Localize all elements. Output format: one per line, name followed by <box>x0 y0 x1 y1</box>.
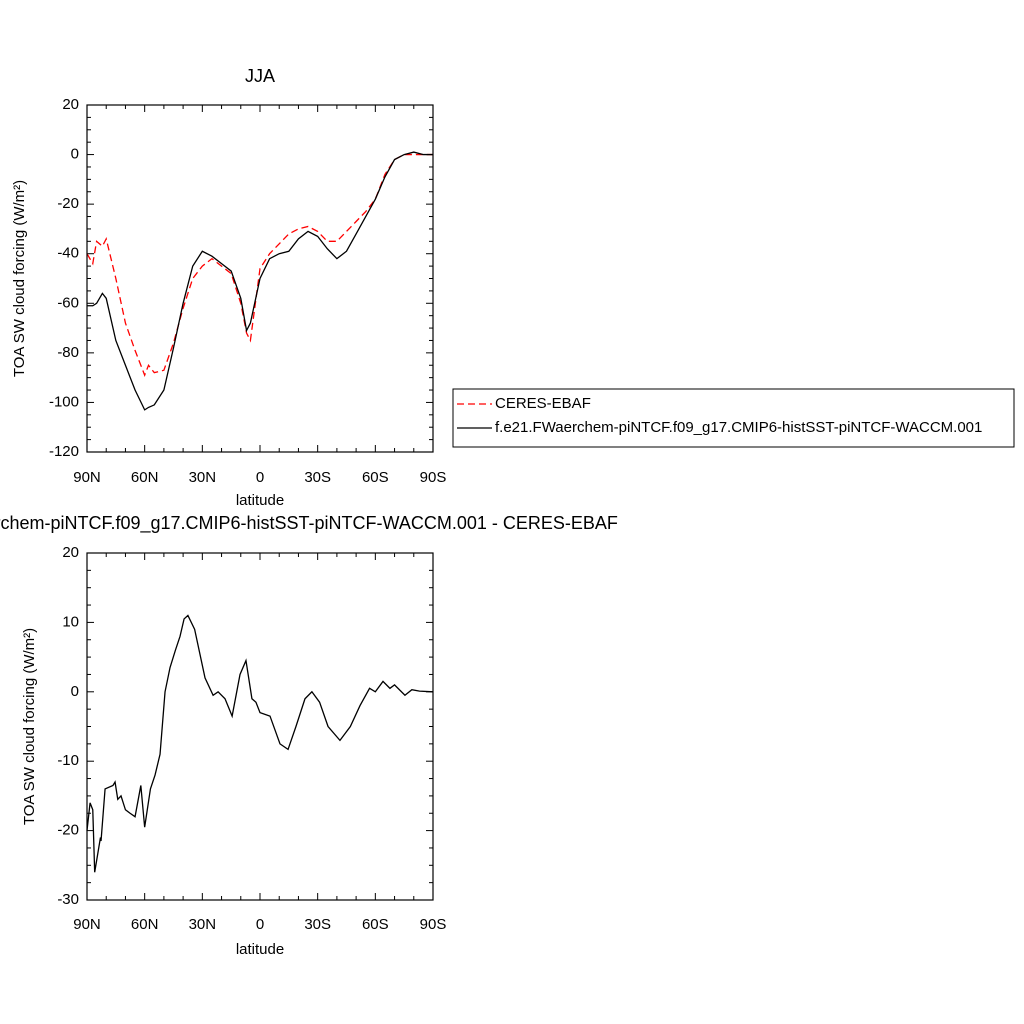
series-line <box>86 153 433 377</box>
x-tick-label: 90N <box>73 469 101 486</box>
y-tick-label: -100 <box>49 393 79 410</box>
x-tick-label: 30N <box>189 916 217 933</box>
x-tick-label: 60N <box>131 916 159 933</box>
y-tick-label: 0 <box>71 146 79 163</box>
x-tick-label: 90S <box>420 469 447 486</box>
x-tick-label: 30S <box>304 469 331 486</box>
legend-label: f.e21.FWaerchem-piNTCF.f09_g17.CMIP6-his… <box>495 419 982 436</box>
y-tick-label: -40 <box>57 245 79 262</box>
y-tick-label: -30 <box>57 891 79 908</box>
y-tick-label: -80 <box>57 344 79 361</box>
chart-title: JJA <box>245 66 275 86</box>
y-tick-label: -60 <box>57 294 79 311</box>
x-tick-label: 30N <box>189 469 217 486</box>
x-tick-label: 30S <box>304 916 331 933</box>
x-tick-label: 90N <box>73 916 101 933</box>
x-tick-label: 60S <box>362 916 389 933</box>
legend-box <box>452 388 1015 448</box>
y-tick-label: 10 <box>62 613 79 630</box>
x-tick-label: 60N <box>131 469 159 486</box>
y-tick-label: -10 <box>57 752 79 769</box>
y-tick-label: -20 <box>57 195 79 212</box>
y-axis-label: TOA SW cloud forcing (W/m²) <box>21 628 38 825</box>
series-line <box>87 151 433 411</box>
legend-label: CERES-EBAF <box>495 395 591 412</box>
y-tick-label: 0 <box>71 683 79 700</box>
y-tick-label: 20 <box>62 544 79 561</box>
series-line <box>86 614 434 873</box>
y-tick-label: 20 <box>62 96 79 113</box>
plot-frame <box>86 104 434 453</box>
y-tick-label: -120 <box>49 443 79 460</box>
y-axis-label: TOA SW cloud forcing (W/m²) <box>11 180 28 377</box>
plot-frame <box>86 552 434 901</box>
x-axis-label: latitude <box>236 941 284 958</box>
x-axis-label: latitude <box>236 492 284 509</box>
x-tick-label: 90S <box>420 916 447 933</box>
x-tick-label: 0 <box>256 469 264 486</box>
x-tick-label: 60S <box>362 469 389 486</box>
chart-title: f.e21.FWaerchem-piNTCF.f09_g17.CMIP6-his… <box>0 513 618 534</box>
x-tick-label: 0 <box>256 916 264 933</box>
y-tick-label: -20 <box>57 822 79 839</box>
